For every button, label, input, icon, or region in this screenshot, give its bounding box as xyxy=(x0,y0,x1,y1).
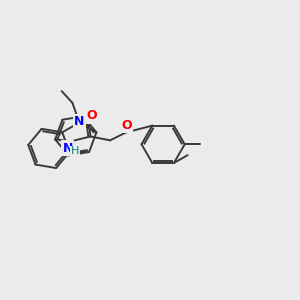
Text: O: O xyxy=(122,119,132,132)
Text: H: H xyxy=(70,146,79,156)
Text: O: O xyxy=(86,109,97,122)
Text: N: N xyxy=(74,115,85,128)
Text: N: N xyxy=(63,142,73,155)
